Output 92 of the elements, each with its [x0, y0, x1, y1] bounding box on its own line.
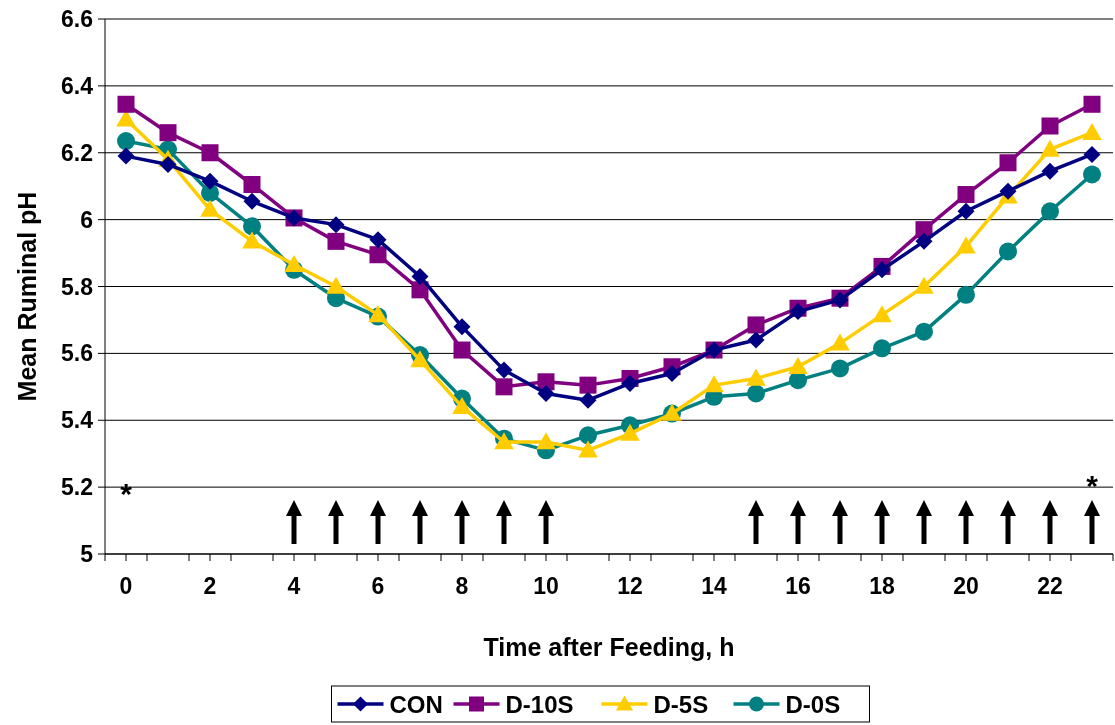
point	[579, 426, 597, 445]
point	[789, 303, 807, 321]
point	[495, 361, 513, 379]
point	[663, 364, 681, 382]
legend-label: D-5S	[653, 690, 709, 718]
point	[159, 124, 177, 142]
point	[453, 341, 471, 359]
point	[578, 440, 598, 458]
point	[957, 285, 975, 304]
point	[201, 172, 219, 190]
point	[536, 432, 556, 450]
y-tick-label: 6	[80, 206, 93, 233]
point	[117, 95, 135, 113]
y-tick-label: 6.4	[61, 72, 94, 99]
x-tick-label: 0	[119, 573, 133, 599]
point	[956, 236, 976, 254]
x-tick-label: 8	[455, 573, 469, 599]
point	[326, 276, 346, 294]
point	[117, 147, 135, 165]
x-tick-label: 14	[701, 573, 727, 599]
point	[746, 368, 766, 386]
point	[915, 232, 933, 250]
point	[243, 217, 261, 236]
point	[579, 391, 597, 409]
legend-label: D-10S	[505, 690, 574, 718]
point	[957, 186, 975, 204]
y-tick-label: 6.6	[61, 6, 93, 33]
annotation: *	[1086, 469, 1099, 502]
point	[369, 231, 387, 249]
point	[914, 276, 934, 294]
y-tick-label: 5.8	[61, 273, 94, 300]
x-tick-label: 2	[203, 573, 217, 599]
point	[747, 316, 765, 334]
point	[1082, 122, 1102, 140]
point	[620, 423, 640, 441]
point	[873, 261, 891, 279]
x-tick-label: 4	[287, 573, 301, 599]
point	[117, 132, 135, 151]
legend-label: D-0S	[785, 690, 841, 718]
y-tick-label: 5.6	[61, 340, 93, 367]
y-tick-label: 5.4	[61, 407, 94, 434]
point	[243, 176, 261, 194]
point	[747, 384, 765, 403]
point	[1083, 165, 1101, 184]
legend-label: CON	[389, 690, 443, 718]
point	[1041, 202, 1059, 221]
point	[452, 397, 472, 415]
point	[999, 154, 1017, 172]
y-tick-label: 6.2	[61, 139, 93, 166]
x-tick-label: 16	[785, 573, 811, 599]
point	[1041, 117, 1059, 135]
x-axis-title: Time after Feeding, h	[483, 633, 735, 661]
point	[999, 242, 1017, 261]
point	[957, 202, 975, 220]
point	[369, 246, 387, 264]
point	[1083, 145, 1101, 163]
x-tick-label: 10	[533, 573, 559, 599]
x-tick-label: 12	[617, 573, 643, 599]
point	[284, 254, 304, 272]
y-tick-label: 5.2	[61, 474, 93, 501]
point	[873, 339, 891, 358]
point	[242, 231, 262, 249]
y-axis-title: Mean Ruminal pH	[13, 191, 41, 402]
point	[915, 322, 933, 341]
point	[788, 356, 808, 374]
point	[495, 378, 513, 396]
point	[1083, 95, 1101, 113]
point	[327, 216, 345, 234]
point	[327, 232, 345, 250]
point	[747, 331, 765, 349]
point	[1040, 139, 1060, 157]
point	[621, 374, 639, 392]
point	[872, 305, 892, 323]
point	[243, 192, 261, 210]
point	[579, 376, 597, 394]
x-tick-label: 18	[869, 573, 895, 599]
point	[831, 359, 849, 378]
point	[411, 267, 429, 285]
point	[200, 199, 220, 217]
point	[999, 182, 1017, 200]
point	[537, 385, 555, 402]
point	[453, 318, 471, 336]
x-tick-label: 22	[1037, 573, 1063, 599]
point	[159, 155, 177, 173]
point	[201, 144, 219, 162]
x-tick-label: 20	[953, 573, 979, 599]
x-tick-label: 6	[371, 573, 385, 599]
point	[1041, 162, 1059, 180]
point	[704, 375, 724, 393]
point	[830, 333, 850, 351]
point	[410, 350, 430, 368]
y-tick-label: 5	[80, 541, 94, 568]
